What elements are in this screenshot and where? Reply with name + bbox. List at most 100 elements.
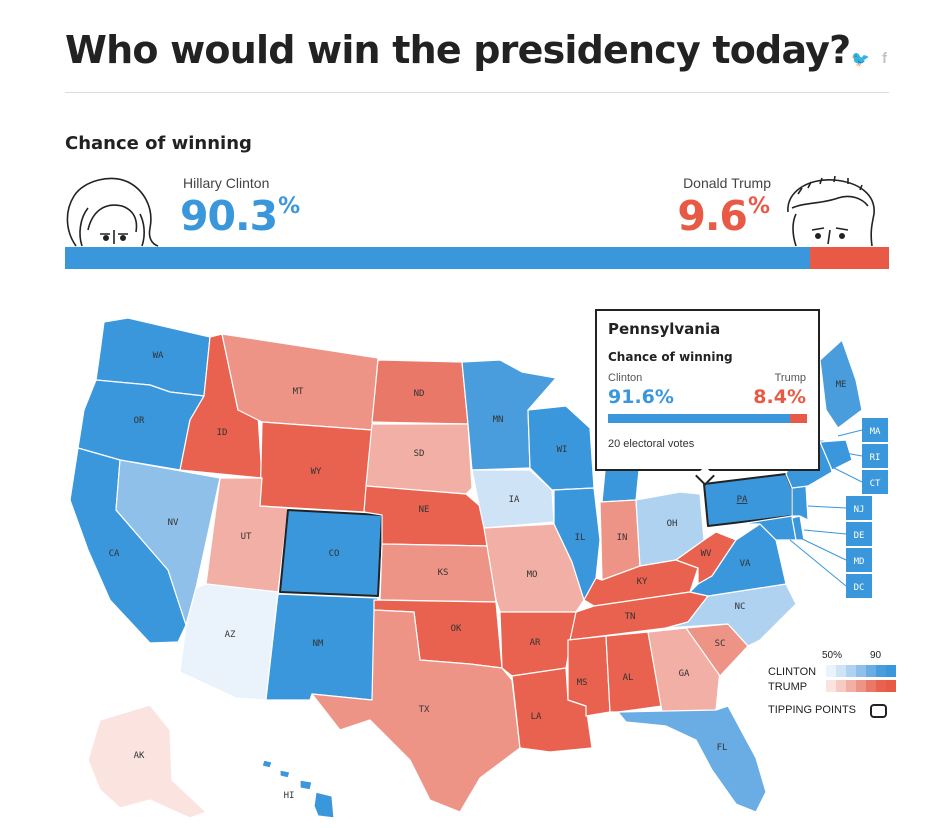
- tooltip-chance-label: Chance of winning: [608, 350, 733, 364]
- legend-clinton-swatch: [886, 665, 896, 677]
- state-label-sc: SC: [715, 639, 726, 649]
- share-links: 🐦 f: [851, 50, 887, 68]
- state-label-nc: NC: [735, 602, 746, 612]
- state-label-in: IN: [617, 533, 628, 543]
- callout-label-nj: NJ: [854, 505, 865, 515]
- state-me[interactable]: [819, 339, 863, 429]
- state-label-ne: NE: [419, 505, 430, 515]
- callout-nj[interactable]: [846, 496, 872, 520]
- state-new-england[interactable]: [819, 439, 853, 471]
- callout-ri[interactable]: [862, 444, 888, 468]
- tooltip-clinton-label: Clinton: [608, 372, 643, 384]
- legend-trump-label: TRUMP: [768, 681, 808, 693]
- legend-pct-low: 50%: [822, 650, 843, 661]
- callout-label-ma: MA: [870, 427, 881, 437]
- state-label-oh: OH: [667, 519, 678, 529]
- state-fl[interactable]: [617, 705, 767, 813]
- state-ak[interactable]: [87, 704, 207, 819]
- facebook-icon[interactable]: f: [882, 50, 887, 67]
- twitter-icon[interactable]: 🐦: [851, 51, 870, 68]
- legend-tipping-label: TIPPING POINTS: [768, 704, 857, 716]
- state-label-sd: SD: [414, 449, 425, 459]
- tooltip-state-name: Pennsylvania: [608, 320, 721, 338]
- state-la[interactable]: [511, 667, 593, 753]
- tooltip-trump-segment: [790, 414, 807, 423]
- callout-ct[interactable]: [862, 470, 888, 494]
- state-label-wi: WI: [557, 445, 568, 455]
- tooltip-trump-label: Trump: [774, 372, 806, 384]
- state-label-nv: NV: [168, 518, 179, 528]
- legend-trump-swatch: [836, 680, 846, 692]
- state-co[interactable]: [279, 509, 383, 597]
- state-label-ar: AR: [530, 638, 541, 648]
- callout-dc[interactable]: [846, 574, 872, 598]
- clinton-portrait-icon: [66, 177, 159, 247]
- chance-bar: [65, 247, 889, 269]
- state-label-wv: WV: [701, 549, 712, 559]
- state-label-wa: WA: [153, 351, 164, 361]
- trump-portrait-icon: [787, 175, 875, 247]
- state-label-ms: MS: [577, 678, 588, 688]
- trump-chance: 9.6%: [677, 192, 770, 240]
- legend-clinton-swatches: [826, 665, 896, 677]
- header-divider: [65, 92, 889, 93]
- state-label-ky: KY: [637, 577, 648, 587]
- state-nj[interactable]: [791, 485, 809, 521]
- state-label-id: ID: [217, 428, 228, 438]
- legend-trump-swatch: [866, 680, 876, 692]
- state-sd[interactable]: [365, 423, 473, 495]
- state-label-az: AZ: [225, 630, 236, 640]
- legend-trump-swatch: [826, 680, 836, 692]
- tooltip-electoral-votes: 20 electoral votes: [608, 438, 695, 450]
- state-label-me: ME: [836, 380, 847, 390]
- legend-pct-high: 90: [870, 650, 882, 661]
- legend-trump-swatches: [826, 680, 896, 692]
- legend-trump-swatch: [886, 680, 896, 692]
- legend-clinton-swatch: [866, 665, 876, 677]
- state-label-la: LA: [531, 712, 542, 722]
- clinton-name: Hillary Clinton: [183, 175, 270, 191]
- state-label-ks: KS: [438, 568, 449, 578]
- tooltip-clinton-pct: 91.6%: [608, 386, 674, 408]
- state-label-or: OR: [134, 416, 145, 426]
- tooltip-trump-pct: 8.4%: [753, 386, 806, 408]
- callout-md[interactable]: [846, 548, 872, 572]
- state-label-pa: PA: [737, 495, 748, 505]
- state-label-mt: MT: [293, 387, 304, 397]
- state-al[interactable]: [605, 631, 663, 713]
- state-label-ut: UT: [241, 532, 252, 542]
- state-label-nm: NM: [313, 639, 324, 649]
- legend-trump-swatch: [846, 680, 856, 692]
- page-title: Who would win the presidency today?: [65, 28, 851, 72]
- legend-tipping-box: [870, 704, 887, 718]
- state-label-ga: GA: [679, 669, 690, 679]
- state-label-va: VA: [740, 559, 751, 569]
- state-label-ok: OK: [451, 624, 462, 634]
- legend-clinton-swatch: [876, 665, 886, 677]
- tooltip-clinton-segment: [608, 414, 791, 423]
- state-az[interactable]: [179, 583, 279, 701]
- state-label-ca: CA: [109, 549, 120, 559]
- state-label-ak: AK: [134, 751, 145, 761]
- state-label-nd: ND: [414, 389, 425, 399]
- legend-clinton-swatch: [826, 665, 836, 677]
- state-hi[interactable]: [261, 759, 335, 819]
- state-nc[interactable]: [665, 583, 797, 647]
- clinton-chance-segment: [65, 247, 810, 269]
- state-label-il: IL: [575, 533, 586, 543]
- chance-title: Chance of winning: [65, 133, 252, 154]
- state-tx[interactable]: [311, 609, 521, 813]
- tooltip-chance-bar: [608, 414, 807, 423]
- state-label-mo: MO: [527, 570, 538, 580]
- legend-clinton-label: CLINTON: [768, 666, 817, 678]
- state-label-tn: TN: [625, 612, 636, 622]
- state-ne[interactable]: [363, 485, 489, 547]
- clinton-chance: 90.3%: [180, 192, 300, 240]
- state-label-fl: FL: [717, 743, 728, 753]
- state-md[interactable]: [739, 515, 797, 541]
- callout-ma[interactable]: [862, 418, 888, 442]
- state-label-wy: WY: [311, 467, 322, 477]
- callout-label-de: DE: [854, 531, 865, 541]
- callout-de[interactable]: [846, 522, 872, 546]
